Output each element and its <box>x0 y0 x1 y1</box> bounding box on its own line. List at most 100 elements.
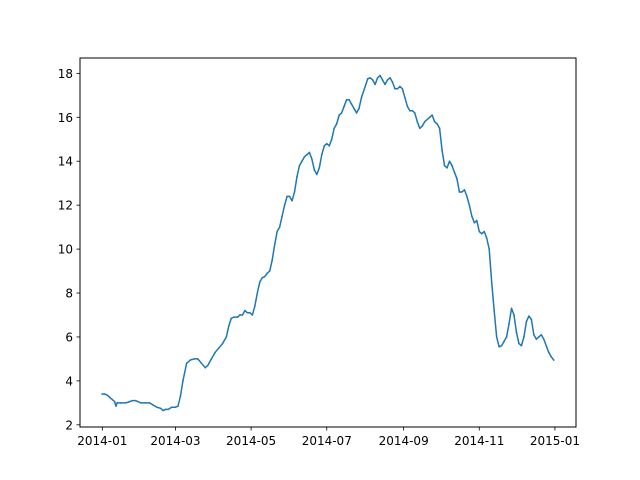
data-point-109 <box>401 87 404 90</box>
data-point-51 <box>256 292 259 294</box>
data-point-168 <box>547 351 550 354</box>
data-point-29 <box>189 359 192 361</box>
x-tick-label: 2014-11 <box>454 434 504 448</box>
data-point-10 <box>125 402 127 404</box>
data-point-132 <box>458 191 461 193</box>
data-point-66 <box>293 191 296 193</box>
data-point-167 <box>545 344 548 347</box>
data-point-143 <box>485 237 488 239</box>
data-point-35 <box>210 358 213 360</box>
data-point-28 <box>185 362 188 365</box>
data-point-79 <box>325 142 328 145</box>
data-point-42 <box>232 316 235 318</box>
x-tick-label: 2014-05 <box>226 434 276 448</box>
data-point-38 <box>221 342 224 345</box>
data-point-120 <box>428 116 431 119</box>
data-point-20 <box>162 409 164 412</box>
data-point-101 <box>381 79 384 81</box>
data-point-69 <box>301 160 303 163</box>
data-point-41 <box>230 317 233 320</box>
data-point-146 <box>493 309 495 312</box>
data-point-164 <box>538 336 540 338</box>
data-point-62 <box>283 204 286 206</box>
data-point-108 <box>399 85 401 88</box>
data-point-118 <box>423 120 426 123</box>
data-point-68 <box>298 164 301 167</box>
data-point-59 <box>276 230 278 233</box>
data-point-55 <box>266 272 269 275</box>
data-point-161 <box>530 318 533 321</box>
data-point-89 <box>350 103 353 105</box>
y-tick-label: 8 <box>65 287 73 301</box>
data-point-133 <box>461 191 463 193</box>
data-point-157 <box>520 344 523 347</box>
data-point-52 <box>259 281 261 283</box>
data-point-94 <box>364 85 367 88</box>
data-point-7 <box>115 405 117 407</box>
data-point-152 <box>508 322 510 325</box>
data-point-2 <box>104 393 106 395</box>
data-point-137 <box>471 215 473 217</box>
data-point-6 <box>113 400 116 403</box>
data-point-159 <box>525 320 528 323</box>
data-point-115 <box>416 120 419 123</box>
data-point-60 <box>278 226 281 228</box>
data-point-111 <box>406 105 409 108</box>
data-point-85 <box>340 112 343 114</box>
data-point-107 <box>396 87 399 90</box>
data-point-48 <box>249 311 251 314</box>
data-point-95 <box>366 78 369 80</box>
data-point-39 <box>225 336 228 338</box>
data-point-77 <box>321 153 323 156</box>
data-point-144 <box>488 248 491 250</box>
data-point-155 <box>515 331 518 334</box>
data-point-81 <box>330 138 333 141</box>
data-point-34 <box>206 364 209 367</box>
data-point-87 <box>345 98 348 101</box>
data-point-17 <box>152 404 154 406</box>
y-tick-label: 16 <box>58 111 73 125</box>
data-point-119 <box>426 118 429 121</box>
series-layer <box>101 74 555 412</box>
data-point-4 <box>108 396 111 399</box>
data-point-129 <box>451 164 453 167</box>
data-point-163 <box>535 338 538 340</box>
data-point-102 <box>384 83 386 86</box>
data-point-11 <box>128 400 131 403</box>
data-point-1 <box>101 393 104 395</box>
data-point-57 <box>271 259 274 261</box>
data-point-136 <box>468 204 471 206</box>
data-point-106 <box>394 87 396 90</box>
data-point-125 <box>441 149 443 152</box>
y-tick-label: 10 <box>58 243 73 257</box>
data-point-170 <box>552 359 555 361</box>
data-point-117 <box>421 125 424 127</box>
data-point-27 <box>182 380 184 382</box>
data-point-142 <box>483 230 486 233</box>
data-point-162 <box>533 333 535 336</box>
data-point-58 <box>273 243 276 246</box>
data-point-74 <box>313 169 316 171</box>
data-point-156 <box>518 342 520 345</box>
data-point-149 <box>500 344 503 347</box>
data-point-83 <box>335 123 338 125</box>
data-point-122 <box>433 120 436 123</box>
data-point-3 <box>106 394 109 396</box>
data-point-154 <box>513 314 515 316</box>
data-point-104 <box>389 76 391 79</box>
data-point-71 <box>306 153 308 156</box>
data-point-33 <box>204 366 207 369</box>
data-point-88 <box>348 98 350 101</box>
data-point-61 <box>281 215 283 217</box>
data-point-16 <box>148 402 151 404</box>
data-point-22 <box>167 408 169 411</box>
data-point-36 <box>214 351 216 354</box>
data-point-49 <box>251 314 254 316</box>
data-point-84 <box>338 114 340 116</box>
data-point-97 <box>371 79 374 81</box>
data-point-19 <box>159 407 162 410</box>
data-point-86 <box>343 105 345 108</box>
data-point-63 <box>286 195 288 198</box>
data-point-21 <box>164 408 167 411</box>
